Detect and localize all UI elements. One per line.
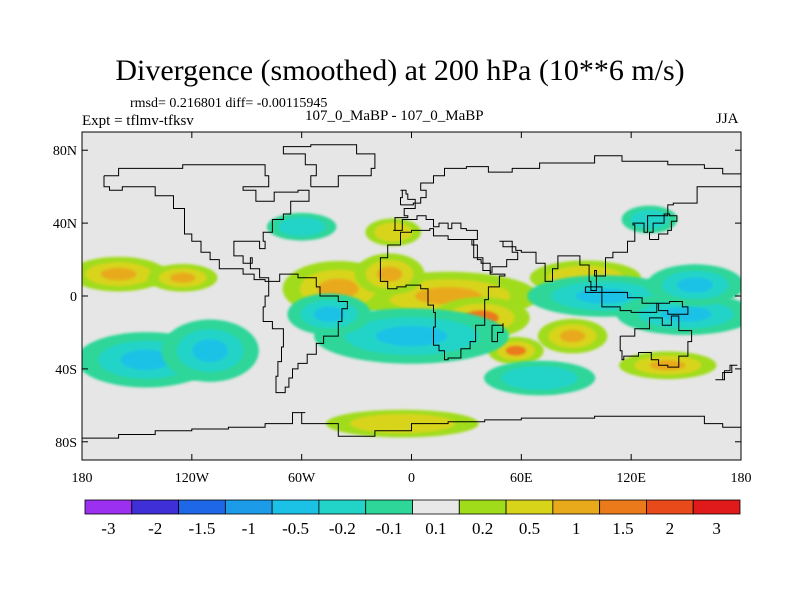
coastline-greenland <box>282 144 376 188</box>
negative-divergence-region <box>483 360 596 396</box>
coastline-north-america <box>103 164 310 282</box>
colorbar-label: 2 <box>666 519 675 538</box>
positive-divergence-region <box>82 256 168 292</box>
colorbar-label: -0.5 <box>282 519 309 538</box>
colorbar-box <box>131 499 179 515</box>
colorbar-box <box>552 499 601 515</box>
field-contour-core <box>677 277 714 293</box>
colorbar-box <box>318 499 367 515</box>
field-contour-core <box>575 288 632 304</box>
figure-title: Divergence (smoothed) at 200 hPa (10**6 … <box>115 54 685 87</box>
coastline-japan <box>649 213 678 240</box>
field-contour-core <box>375 325 448 347</box>
positive-divergence-region <box>147 263 218 292</box>
colorbar-label: -1.5 <box>189 519 216 538</box>
colorbar-label: 0.1 <box>425 519 446 538</box>
field-contour-core <box>559 329 586 343</box>
lon-tick-label: 0 <box>408 471 415 486</box>
lat-tick-label: 80S <box>55 436 77 451</box>
colorbar-label: -2 <box>148 519 162 538</box>
stats-line: rmsd= 0.216801 diff= -0.00115945 <box>130 96 328 111</box>
negative-divergence-region <box>646 264 741 306</box>
lat-tick-label: 80N <box>53 144 77 159</box>
coastline-south-america <box>262 273 348 394</box>
lat-tick-label: 40S <box>55 363 77 378</box>
lon-tick-label: 120W <box>175 471 210 486</box>
lat-tick-label: 0 <box>70 290 77 305</box>
coastline-australia <box>619 315 693 368</box>
field-contour-core <box>519 371 561 385</box>
coastline-africa <box>379 228 506 361</box>
experiment-label: Expt = tflmv-tfksv <box>82 113 194 129</box>
positive-divergence-region <box>325 409 479 438</box>
colorbar-label: 1.5 <box>612 519 633 538</box>
field-contour-core <box>374 418 431 429</box>
negative-divergence-region <box>287 293 371 335</box>
negative-divergence-region <box>161 319 259 382</box>
colorbar-box <box>458 499 507 515</box>
positive-divergence-region <box>354 253 425 295</box>
field-contour-core <box>192 339 229 363</box>
axis-ticks: 180 120W 60W 0 60E 120E 180 80N 40N 0 40S 80S <box>53 132 752 486</box>
negative-divergence-region <box>621 205 678 234</box>
case-label: 107_0_MaBP - 107_0_MaBP <box>305 108 484 124</box>
divergence-field <box>82 205 741 438</box>
field-contour-core <box>505 345 527 356</box>
negative-divergence-region <box>266 212 337 241</box>
field-contour-core <box>169 272 196 283</box>
colorbar-label: 3 <box>712 519 721 538</box>
coastline-uk <box>400 189 416 206</box>
coastline-indonesia <box>584 286 689 315</box>
lon-tick-label: 60W <box>288 471 316 486</box>
coastline-madagascar <box>491 323 504 343</box>
colorbar-box <box>412 499 460 515</box>
colorbar-box <box>224 499 273 515</box>
coastlines <box>82 144 741 439</box>
field-contour-core <box>313 306 345 322</box>
colorbar-label: 0.2 <box>472 519 493 538</box>
colorbar-label: 1 <box>572 519 581 538</box>
field-contour-core <box>288 221 315 232</box>
colorbar-label: -0.2 <box>329 519 356 538</box>
lon-tick-label: 180 <box>731 471 752 486</box>
colorbar-box <box>271 499 320 515</box>
colorbar-box <box>84 499 133 515</box>
field-contour-core <box>639 214 660 225</box>
lon-tick-label: 60E <box>510 471 533 486</box>
positive-divergence-region <box>537 318 608 354</box>
colorbar-box <box>505 499 554 515</box>
colorbar-box <box>365 499 413 515</box>
colorbar-label: 0.5 <box>519 519 540 538</box>
colorbar-label: -0.1 <box>376 519 403 538</box>
colorbar-box <box>599 499 647 515</box>
field-contour-core <box>382 227 404 238</box>
colorbar-label: -3 <box>101 519 115 538</box>
positive-divergence-region <box>365 218 422 247</box>
colorbar-box <box>692 499 741 515</box>
colorbar-box <box>178 499 226 515</box>
season-label: JJA <box>716 111 739 127</box>
colorbar-box <box>646 499 694 515</box>
lon-tick-label: 180 <box>72 471 93 486</box>
lon-tick-label: 120E <box>616 471 646 486</box>
coastline-new-zealand <box>715 364 738 381</box>
field-contour-core <box>100 267 137 281</box>
colorbar-label: -1 <box>242 519 256 538</box>
field-contour-core <box>376 266 403 282</box>
coastline-antarctica <box>82 412 741 439</box>
lat-tick-label: 40N <box>53 217 77 232</box>
field-contour-core <box>120 349 172 370</box>
colorbar: -3 -2 -1.5 -1 -0.5 -0.2 -0.1 0.1 0.2 0.5 1 1.5 2 3 <box>84 499 741 538</box>
